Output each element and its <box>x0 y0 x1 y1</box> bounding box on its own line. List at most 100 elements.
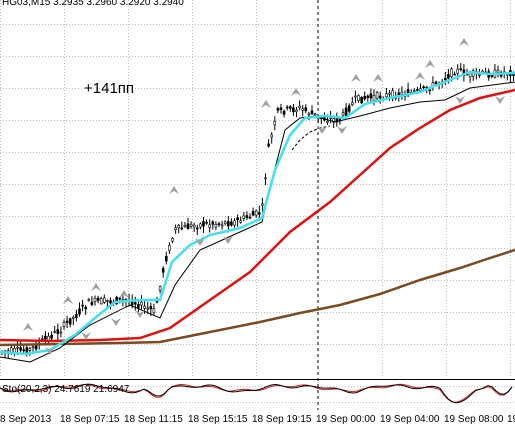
candlestick <box>93 295 97 306</box>
candlestick <box>462 64 466 82</box>
candlestick <box>137 299 140 314</box>
fractal-up-marker <box>373 74 383 82</box>
candlestick <box>103 294 106 304</box>
candlestick <box>310 105 314 116</box>
stochastic-label: Sto(20,2,3) 24.7619 21.6947 <box>2 384 130 395</box>
fractal-down-marker <box>495 96 505 104</box>
candlestick <box>341 108 345 118</box>
time-axis: 8 Sep 2013 18 Sep 07:15 18 Sep 11:15 18 … <box>0 410 515 427</box>
time-tick-label: 18 Sep 07:15 <box>60 414 120 425</box>
time-tick-label: 8 Sep 2013 <box>0 414 52 425</box>
candlestick <box>65 315 69 328</box>
candlestick <box>453 71 456 76</box>
candlestick <box>251 207 255 217</box>
fractal-up-marker <box>119 290 129 298</box>
candlestick <box>264 173 267 186</box>
candlestick <box>140 295 143 310</box>
candlestick <box>186 217 190 230</box>
candlestick <box>99 296 103 305</box>
candlestick <box>254 209 258 218</box>
time-tick-label: 19 <box>507 414 515 425</box>
candlestick <box>28 346 32 357</box>
fractal-down-marker <box>195 238 205 246</box>
candlestick <box>3 349 7 358</box>
fractal-down-marker <box>337 126 347 134</box>
candlestick <box>369 88 373 104</box>
fractal-down-marker <box>223 236 233 244</box>
candlestick <box>282 109 286 118</box>
fractal-down-marker <box>81 332 91 340</box>
candlestick <box>496 65 500 78</box>
candlestick <box>202 216 205 233</box>
fractal-up-marker <box>63 296 73 304</box>
channel-dashed-line <box>291 125 331 151</box>
fractal-down-marker <box>45 347 55 355</box>
candlestick <box>378 91 382 104</box>
medium-moving-average <box>0 88 515 343</box>
fractal-up-marker <box>91 283 101 291</box>
time-tick-label: 18 Sep 11:15 <box>124 414 183 425</box>
candlestick <box>81 299 84 312</box>
candlestick <box>106 299 109 307</box>
candlestick <box>223 220 227 226</box>
candlestick <box>72 315 75 326</box>
candlestick-series <box>0 62 515 358</box>
candlestick <box>295 106 298 118</box>
candlestick <box>360 96 363 105</box>
candlestick <box>189 221 193 229</box>
candlestick <box>109 297 112 310</box>
candlestick <box>115 295 118 306</box>
candlestick <box>68 317 72 328</box>
candlestick <box>192 222 196 232</box>
candlestick <box>134 296 137 311</box>
candlestick <box>363 91 367 101</box>
candlestick <box>196 224 199 236</box>
candlestick <box>84 304 87 315</box>
candlestick <box>233 218 236 228</box>
candlestick <box>335 112 339 127</box>
candlestick <box>146 301 149 314</box>
candlestick <box>158 285 162 294</box>
price-chart[interactable] <box>0 0 515 410</box>
candlestick <box>239 216 242 224</box>
channel-line <box>0 81 515 363</box>
candlestick <box>214 221 218 231</box>
candlestick <box>183 221 187 228</box>
candlestick <box>279 103 283 114</box>
candlestick <box>75 309 78 322</box>
candlestick <box>350 96 354 107</box>
candlestick <box>304 104 308 114</box>
fractal-down-marker <box>455 96 465 104</box>
time-tick-label: 19 Sep 04:00 <box>380 414 440 425</box>
candlestick <box>357 94 360 103</box>
candlestick <box>236 214 239 227</box>
candlestick <box>354 90 357 104</box>
candlestick <box>400 86 404 100</box>
candlestick <box>298 100 301 111</box>
quote-values: 3.2935 3.2960 3.2920 3.2940 <box>53 0 184 8</box>
candlestick <box>248 213 252 220</box>
profit-annotation: +141пп <box>84 80 135 97</box>
fractal-down-marker <box>135 310 145 318</box>
candlestick <box>205 219 208 225</box>
candlestick <box>344 103 348 119</box>
candlestick <box>56 323 60 341</box>
candlestick <box>366 94 370 102</box>
fractal-up-marker <box>291 88 301 96</box>
fractal-up-marker <box>23 323 33 331</box>
candlestick <box>242 212 246 222</box>
time-tick-label: 19 Sep 08:00 <box>444 414 504 425</box>
symbol-timeframe: HG03,M15 <box>2 0 51 8</box>
candlestick <box>22 344 26 354</box>
candlestick <box>220 220 224 230</box>
fractal-up-marker <box>459 38 469 46</box>
candlestick <box>273 116 277 131</box>
candlestick <box>53 325 57 334</box>
candlestick <box>177 223 180 234</box>
candlestick <box>292 103 295 116</box>
candlestick <box>168 242 171 255</box>
fractal-up-marker <box>415 72 425 80</box>
candlestick <box>301 105 305 117</box>
fractal-up-marker <box>169 186 179 194</box>
